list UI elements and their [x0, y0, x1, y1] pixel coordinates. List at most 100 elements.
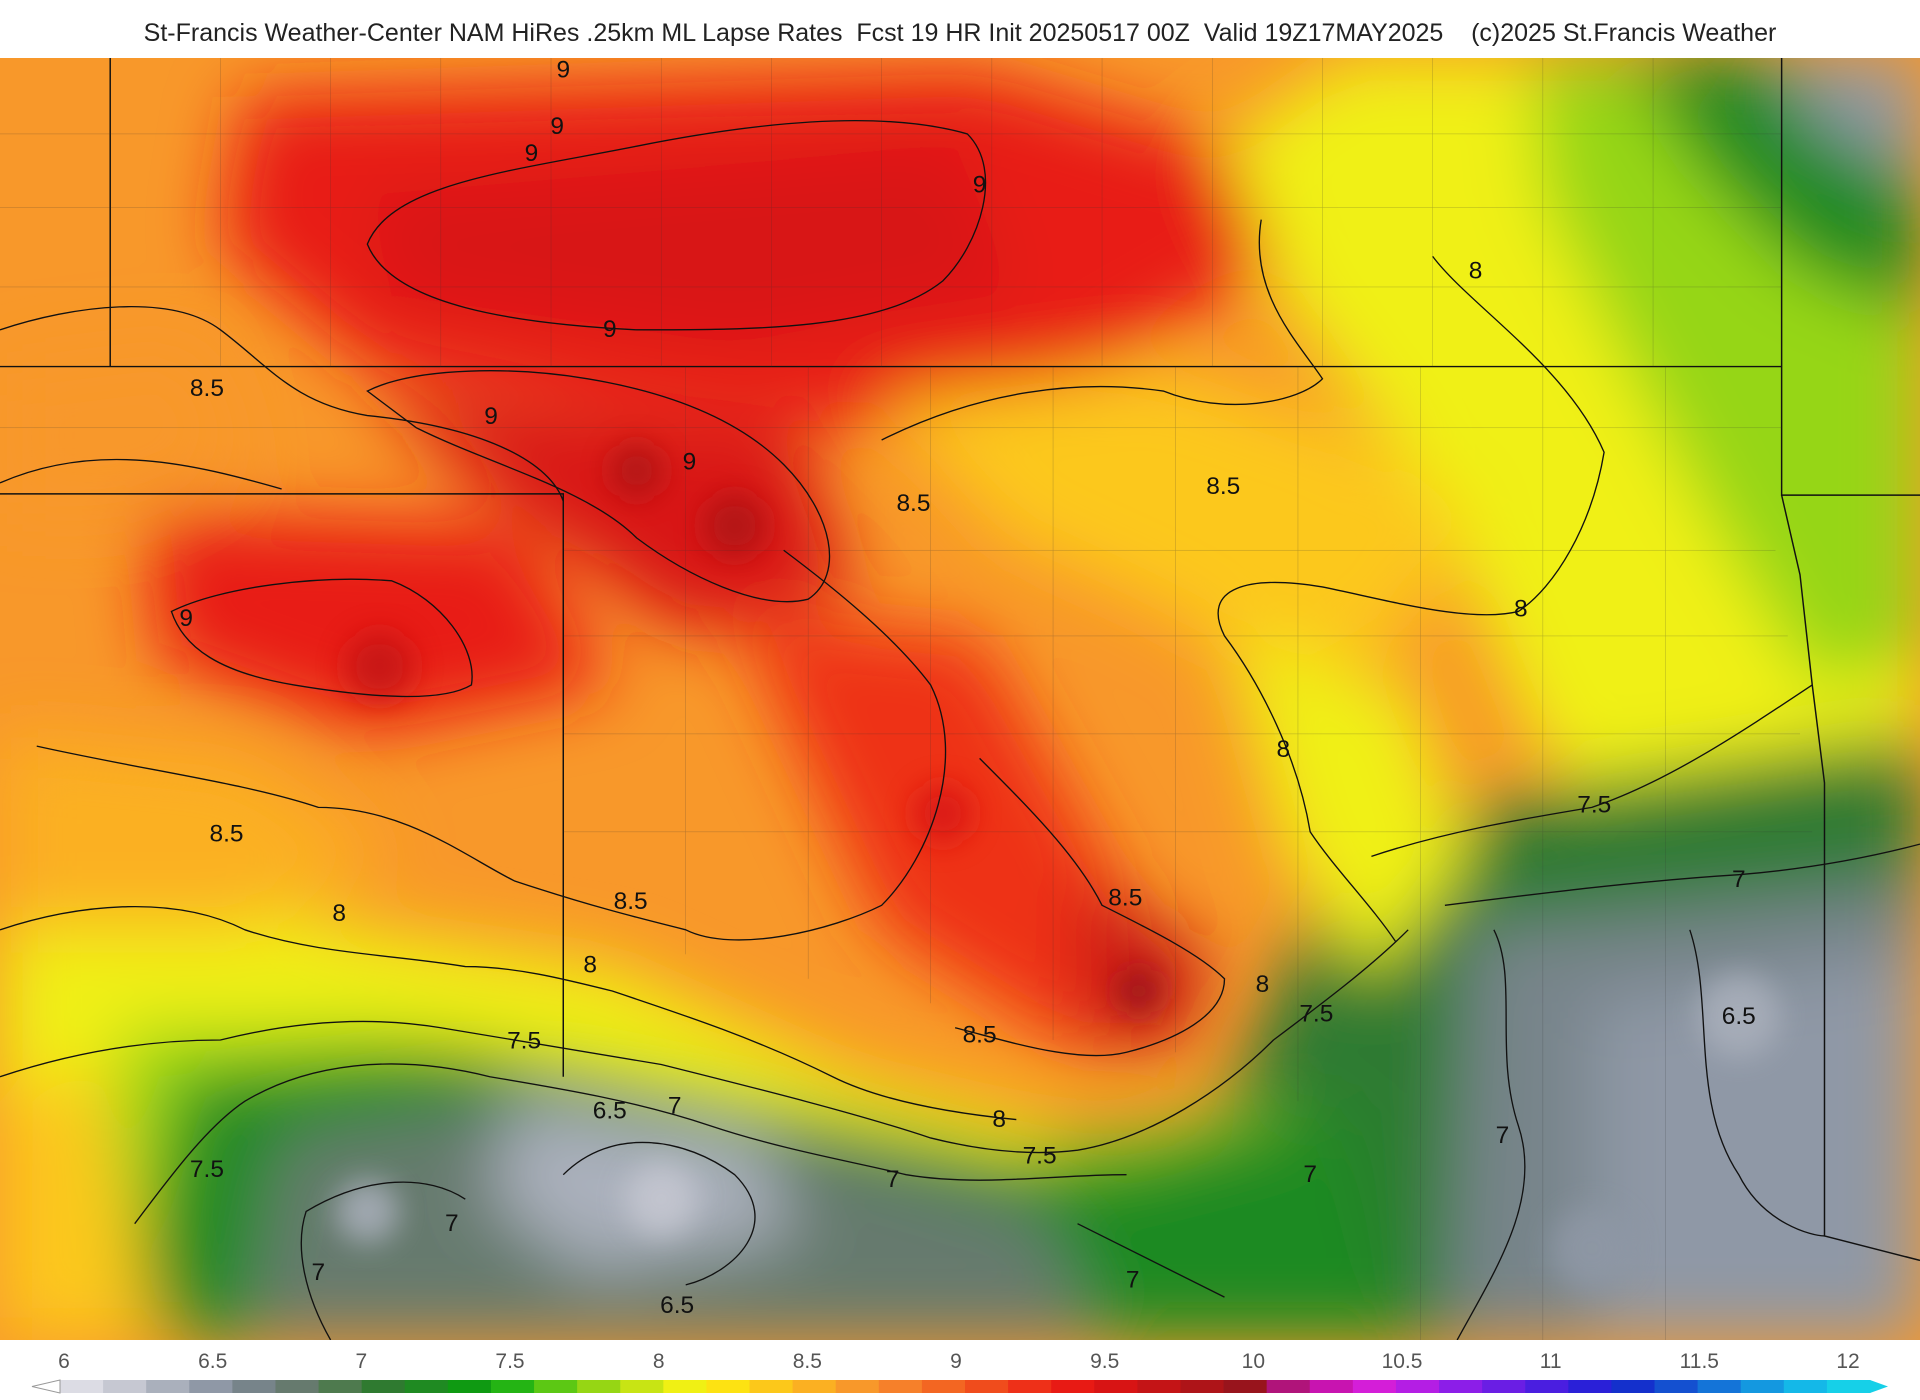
- colorbar-swatch: [1137, 1380, 1181, 1393]
- contour-label: 7.5: [1577, 791, 1611, 818]
- colorbar-swatch: [577, 1380, 621, 1393]
- colorbar-swatch: [1697, 1380, 1742, 1393]
- contour-label: 8.5: [963, 1021, 997, 1048]
- state-boundaries: [0, 58, 1920, 1262]
- contour-label: 8: [1276, 736, 1290, 763]
- contour-label: 8: [332, 900, 346, 927]
- contour-label: 8: [1256, 971, 1270, 998]
- colorbar-swatch: [1094, 1380, 1138, 1393]
- colorbar-swatch: [965, 1380, 1009, 1393]
- contour-label: 9: [603, 316, 617, 343]
- colorbar-swatch: [749, 1380, 794, 1393]
- colorbar-swatch: [1309, 1380, 1354, 1393]
- colorbar-swatch: [534, 1380, 578, 1393]
- contour-label: 7: [1496, 1122, 1510, 1149]
- colorbar-swatch: [792, 1380, 837, 1393]
- contour-label: 7: [445, 1210, 459, 1237]
- contour-label: 7.5: [190, 1156, 224, 1183]
- colorbar-swatch: [1051, 1380, 1095, 1393]
- colorbar-tick-label: 8: [653, 1350, 665, 1373]
- contour-label: 9: [525, 140, 539, 167]
- contour-label: 8.5: [1206, 473, 1240, 500]
- contour-label: 8: [992, 1106, 1006, 1133]
- colorbar-swatch: [1482, 1380, 1526, 1393]
- contour-label: 6.5: [593, 1097, 627, 1124]
- contour-label: 8: [583, 952, 597, 979]
- colorbar-swatch: [1740, 1380, 1785, 1393]
- colorbar-ticks: 6 6.5 7 7.5 8 8.5 9 9.5 10 10.5 11 11.5 12: [58, 1350, 1860, 1373]
- colorbar-swatch: [921, 1380, 966, 1393]
- colorbar-swatch: [1352, 1380, 1397, 1393]
- contour-label: 7.5: [1299, 1001, 1333, 1028]
- colorbar-swatch: [404, 1380, 449, 1393]
- colorbar-swatch: [189, 1380, 233, 1393]
- contour-label: 8.5: [190, 375, 224, 402]
- shaded-field: [0, 58, 1920, 1340]
- contour-label: 7.5: [1023, 1143, 1057, 1170]
- colorbar-tick-label: 9.5: [1090, 1350, 1119, 1373]
- colorbar-tick-label: 10: [1242, 1350, 1265, 1373]
- colorbar-swatch: [1395, 1380, 1440, 1393]
- contour-label: 9: [973, 172, 987, 199]
- county-lines: [0, 58, 1813, 1340]
- colorbar-swatch: [706, 1380, 751, 1393]
- contour-label: 9: [683, 448, 697, 475]
- colorbar-swatch: [490, 1380, 535, 1393]
- colorbar-low-arrow: [31, 1379, 61, 1394]
- colorbar-swatch: [1180, 1380, 1225, 1393]
- contour-label: 6.5: [1722, 1003, 1756, 1030]
- colorbar-swatch: [663, 1380, 707, 1393]
- contour-label: 7.5: [507, 1028, 541, 1055]
- colorbar-swatch: [361, 1380, 406, 1393]
- contour-label: 8.5: [210, 821, 244, 848]
- colorbar-tick-label: 8.5: [793, 1350, 822, 1373]
- colorbar-swatches: [31, 1379, 1888, 1394]
- colorbar-swatch: [146, 1380, 190, 1393]
- colorbar-tick-label: 11.5: [1680, 1350, 1719, 1373]
- map-title: St-Francis Weather-Center NAM HiRes .25k…: [143, 19, 1777, 47]
- colorbar-swatch: [1654, 1380, 1699, 1393]
- colorbar-swatch: [1266, 1380, 1311, 1393]
- colorbar-swatch: [1568, 1380, 1612, 1393]
- colorbar-tick-label: 9: [950, 1350, 962, 1373]
- contour-label: 7: [1732, 866, 1746, 893]
- colorbar-tick-label: 7: [355, 1350, 367, 1373]
- colorbar-swatch: [1008, 1380, 1052, 1393]
- contour-label: 7: [668, 1092, 682, 1119]
- contour-label: 9: [550, 113, 564, 140]
- colorbar-swatch: [1783, 1380, 1828, 1393]
- colorbar-tick-label: 7.5: [495, 1350, 524, 1373]
- colorbar-swatch: [1826, 1380, 1871, 1393]
- colorbar-swatch: [60, 1380, 104, 1393]
- contour-label: 8.5: [1108, 884, 1142, 911]
- contour-label: 9: [556, 58, 570, 84]
- contour-label: 7: [886, 1166, 900, 1193]
- colorbar: 6 6.5 7 7.5 8 8.5 9 9.5 10 10.5 11 11.5 12: [31, 1350, 1888, 1394]
- colorbar-swatch: [232, 1380, 276, 1393]
- colorbar-swatch: [1439, 1380, 1483, 1393]
- colorbar-swatch: [1611, 1380, 1656, 1393]
- contour-label: 9: [179, 605, 193, 632]
- colorbar-tick-label: 12: [1836, 1350, 1859, 1373]
- contour-label: 7: [1126, 1266, 1140, 1293]
- colorbar-tick-label: 10.5: [1382, 1350, 1423, 1373]
- contour-label: 9: [484, 403, 498, 430]
- contour-label: 7: [1303, 1161, 1317, 1188]
- colorbar-tick-label: 6: [58, 1350, 70, 1373]
- colorbar-swatch: [103, 1380, 147, 1393]
- colorbar-swatch: [275, 1380, 320, 1393]
- colorbar-high-arrow: [1870, 1380, 1888, 1393]
- colorbar-swatch: [620, 1380, 664, 1393]
- colorbar-tick-label: 6.5: [198, 1350, 227, 1373]
- colorbar-swatch: [318, 1380, 363, 1393]
- contour-label: 8.5: [896, 490, 930, 517]
- colorbar-swatch: [878, 1380, 923, 1393]
- colorbar-swatch: [1525, 1380, 1569, 1393]
- colorbar-swatch: [835, 1380, 880, 1393]
- contour-lines: [0, 119, 1920, 1340]
- contour-label: 8: [1514, 595, 1528, 622]
- contour-label: 7: [312, 1259, 326, 1286]
- colorbar-swatch: [447, 1380, 492, 1393]
